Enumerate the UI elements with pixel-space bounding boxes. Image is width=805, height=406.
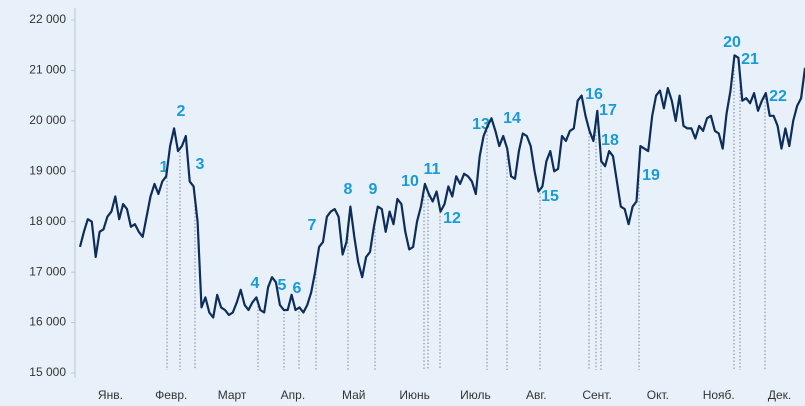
x-tick-label: Февр. bbox=[155, 388, 187, 402]
y-tick-label: 20 000 bbox=[29, 113, 66, 127]
annotation-label: 1 bbox=[160, 159, 169, 176]
annotation-label: 15 bbox=[541, 188, 559, 205]
annotation-label: 4 bbox=[251, 275, 260, 292]
annotation-label: 6 bbox=[293, 280, 302, 297]
x-tick-label: Окт. bbox=[647, 388, 669, 402]
x-tick-label: Апр. bbox=[281, 388, 306, 402]
y-tick-label: 19 000 bbox=[29, 163, 66, 177]
annotation-label: 9 bbox=[369, 181, 378, 198]
line-series bbox=[78, 54, 805, 319]
annotation-label: 20 bbox=[723, 34, 741, 51]
x-tick-label: Сент. bbox=[582, 388, 611, 402]
x-tick-label: Июнь bbox=[399, 388, 430, 402]
y-tick-label: 22 000 bbox=[29, 12, 66, 26]
annotation-label: 19 bbox=[642, 167, 660, 184]
annotation-label: 14 bbox=[503, 110, 521, 127]
annotation-label: 8 bbox=[344, 181, 353, 198]
x-tick-label: Июль bbox=[460, 388, 491, 402]
annotation-label: 7 bbox=[308, 217, 317, 234]
x-tick-label: Дек. bbox=[768, 388, 791, 402]
x-tick-label: Янв. bbox=[98, 388, 123, 402]
annotation-label: 17 bbox=[599, 102, 617, 119]
annotation-label: 2 bbox=[177, 103, 186, 120]
x-tick-label: Май bbox=[342, 388, 366, 402]
annotation-label: 18 bbox=[601, 132, 619, 149]
x-tick-label: Авг. bbox=[526, 388, 547, 402]
annotation-label: 5 bbox=[278, 277, 287, 294]
y-tick-label: 15 000 bbox=[29, 365, 66, 379]
annotation-label: 22 bbox=[769, 88, 787, 105]
y-tick-label: 21 000 bbox=[29, 63, 66, 77]
x-tick-label: Март bbox=[218, 388, 247, 402]
annotation-label: 16 bbox=[585, 86, 603, 103]
annotation-label: 21 bbox=[741, 51, 759, 68]
y-tick-label: 18 000 bbox=[29, 214, 66, 228]
annotation-label: 12 bbox=[443, 210, 461, 227]
x-tick-label: Нояб. bbox=[703, 388, 735, 402]
y-tick-label: 16 000 bbox=[29, 315, 66, 329]
y-tick-label: 17 000 bbox=[29, 264, 66, 278]
annotation-label: 11 bbox=[424, 161, 441, 178]
annotation-label: 3 bbox=[196, 156, 205, 173]
annotation-label: 10 bbox=[401, 173, 419, 190]
